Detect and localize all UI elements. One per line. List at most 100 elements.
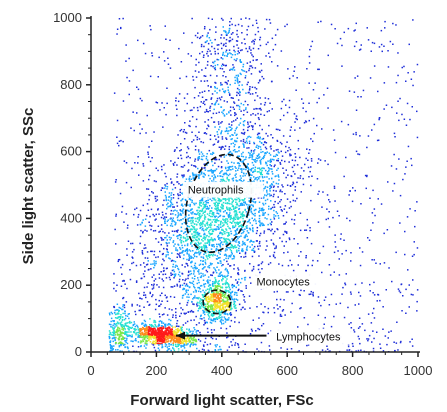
scatter-point <box>275 149 278 151</box>
scatter-point <box>195 251 197 254</box>
scatter-point <box>235 309 237 312</box>
scatter-point <box>401 66 403 69</box>
scatter-point <box>137 332 140 334</box>
scatter-point <box>188 329 190 332</box>
scatter-point <box>173 260 175 262</box>
scatter-point <box>155 326 158 328</box>
scatter-point <box>114 313 117 316</box>
scatter-point <box>232 142 234 144</box>
scatter-point <box>203 266 205 269</box>
scatter-point <box>194 262 197 265</box>
scatter-point <box>158 344 160 346</box>
scatter-point <box>275 247 277 249</box>
scatter-point <box>249 86 251 88</box>
scatter-point <box>207 85 209 87</box>
scatter-point <box>198 223 201 225</box>
scatter-point <box>112 320 114 322</box>
scatter-point <box>204 111 206 113</box>
scatter-point <box>213 238 216 240</box>
scatter-point <box>177 267 179 270</box>
scatter-point <box>209 238 212 241</box>
scatter-point <box>193 165 195 167</box>
scatter-point <box>208 284 211 286</box>
scatter-point <box>235 307 237 309</box>
scatter-point <box>237 23 240 26</box>
scatter-point <box>201 96 204 98</box>
scatter-point <box>217 207 219 209</box>
scatter-point <box>260 173 262 176</box>
scatter-point <box>384 20 386 23</box>
scatter-point <box>255 232 258 235</box>
scatter-point <box>121 263 124 266</box>
scatter-point <box>359 295 362 297</box>
scatter-point <box>286 211 288 214</box>
scatter-point <box>192 222 194 224</box>
scatter-point <box>144 225 147 227</box>
scatter-point <box>115 243 117 245</box>
scatter-point <box>200 301 203 304</box>
scatter-point <box>237 104 240 107</box>
scatter-point <box>318 68 320 71</box>
scatter-point <box>168 345 170 347</box>
scatter-point <box>208 226 210 228</box>
scatter-point <box>256 155 259 157</box>
scatter-point <box>124 331 127 334</box>
scatter-point <box>333 251 336 254</box>
scatter-point <box>221 121 223 123</box>
scatter-point <box>285 231 288 233</box>
scatter-point <box>224 90 227 92</box>
scatter-point <box>274 247 276 250</box>
scatter-point <box>324 316 326 319</box>
scatter-point <box>199 331 201 334</box>
scatter-point <box>243 256 245 258</box>
scatter-point <box>215 270 217 272</box>
scatter-point <box>131 334 133 336</box>
scatter-point <box>252 219 255 222</box>
scatter-point <box>158 56 160 59</box>
scatter-point <box>267 307 270 310</box>
scatter-point <box>200 223 203 226</box>
scatter-point <box>202 279 205 281</box>
scatter-point <box>161 211 164 214</box>
scatter-point <box>223 312 225 315</box>
scatter-point <box>203 232 206 235</box>
scatter-point <box>393 132 396 135</box>
scatter-point <box>130 321 133 324</box>
scatter-point <box>180 327 182 330</box>
scatter-point <box>151 288 154 290</box>
scatter-point <box>269 161 272 163</box>
scatter-point <box>263 141 266 144</box>
scatter-point <box>254 159 256 161</box>
scatter-point <box>166 102 168 105</box>
scatter-point <box>180 61 183 63</box>
scatter-point <box>192 330 194 333</box>
scatter-point <box>242 123 245 126</box>
scatter-point <box>122 327 125 330</box>
scatter-point <box>294 66 296 68</box>
scatter-point <box>273 193 275 196</box>
scatter-point <box>207 308 209 310</box>
scatter-point <box>196 297 198 299</box>
scatter-point <box>247 91 250 94</box>
scatter-point <box>211 294 213 297</box>
scatter-point <box>210 97 213 99</box>
scatter-point <box>218 314 221 316</box>
scatter-point <box>228 207 230 209</box>
scatter-point <box>120 27 122 30</box>
scatter-point <box>200 275 203 277</box>
scatter-point <box>194 234 196 237</box>
scatter-point <box>193 236 195 239</box>
scatter-point <box>245 287 247 289</box>
scatter-point <box>254 99 256 102</box>
scatter-point <box>227 53 229 55</box>
scatter-point <box>233 101 235 103</box>
scatter-point <box>398 290 401 292</box>
scatter-point <box>259 240 261 243</box>
scatter-point <box>277 148 279 151</box>
scatter-point <box>203 100 205 103</box>
scatter-point <box>198 307 200 310</box>
scatter-point <box>200 303 202 305</box>
scatter-point <box>256 59 258 61</box>
scatter-point <box>192 303 194 305</box>
scatter-point <box>376 300 378 302</box>
